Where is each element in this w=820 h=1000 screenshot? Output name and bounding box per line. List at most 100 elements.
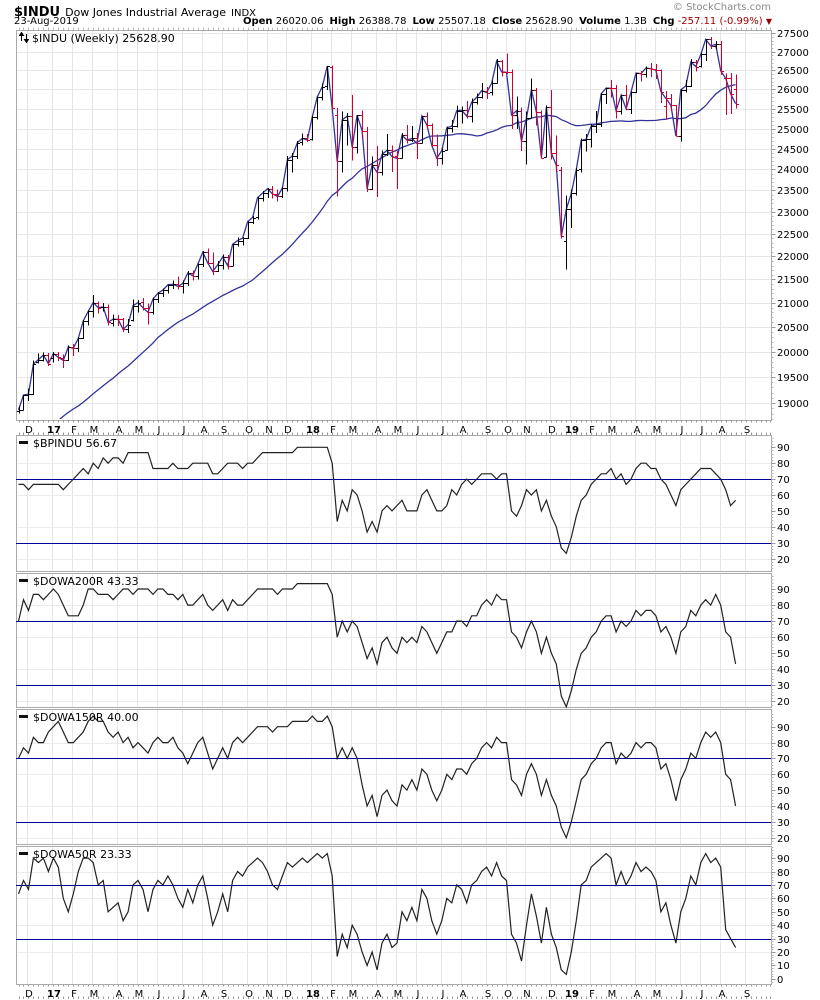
svg-text:30: 30 bbox=[777, 681, 790, 692]
svg-text:20500: 20500 bbox=[777, 323, 809, 334]
svg-text:A: A bbox=[201, 425, 208, 436]
svg-text:M: M bbox=[394, 425, 403, 436]
svg-text:0: 0 bbox=[777, 975, 783, 986]
svg-text:O: O bbox=[504, 425, 512, 436]
svg-text:A: A bbox=[634, 425, 641, 436]
svg-text:D: D bbox=[548, 989, 556, 1000]
price-series bbox=[17, 36, 739, 419]
svg-text:22500: 22500 bbox=[777, 230, 809, 241]
svg-text:M: M bbox=[349, 989, 358, 1000]
svg-text:27500: 27500 bbox=[777, 29, 809, 40]
main-plot-top-ticks bbox=[19, 27, 771, 30]
svg-text:24500: 24500 bbox=[777, 145, 809, 156]
svg-text:19: 19 bbox=[565, 989, 579, 1000]
svg-text:S: S bbox=[744, 989, 750, 1000]
svg-text:M: M bbox=[394, 989, 403, 1000]
main-chart-legend: $INDU (Weekly) 25628.90 bbox=[18, 31, 175, 46]
svg-text:M: M bbox=[135, 425, 144, 436]
svg-text:40: 40 bbox=[777, 665, 790, 676]
svg-text:J: J bbox=[441, 425, 445, 436]
panel-legend-dowa150r: $DOWA150R 40.00 bbox=[19, 711, 139, 724]
indicator-panel-dowa50r: 0 10 20 30 40 50 60 70 80 90 bbox=[16, 846, 790, 986]
indicator-panel-bpindu: 20 30 40 50 60 70 80 90 bbox=[16, 435, 790, 572]
svg-text:S: S bbox=[221, 989, 227, 1000]
svg-text:D: D bbox=[548, 425, 556, 436]
volume-label: Volume bbox=[579, 16, 621, 27]
svg-text:N: N bbox=[523, 425, 530, 436]
indicator-name: $DOWA50R bbox=[33, 848, 97, 861]
chg-label: Chg bbox=[652, 16, 675, 27]
svg-text:N: N bbox=[265, 425, 272, 436]
svg-text:19000: 19000 bbox=[777, 399, 809, 410]
line-swatch-icon bbox=[19, 715, 28, 718]
svg-text:N: N bbox=[265, 989, 272, 1000]
svg-text:D: D bbox=[284, 989, 292, 1000]
svg-text:A: A bbox=[116, 989, 123, 1000]
indicator-panel-dowa150r: 20 30 40 50 60 70 80 90 bbox=[16, 709, 790, 845]
line-swatch-icon bbox=[19, 579, 28, 582]
svg-text:J: J bbox=[700, 989, 704, 1000]
low-value: 25507.18 bbox=[438, 16, 486, 27]
svg-text:80: 80 bbox=[777, 459, 790, 470]
svg-text:17: 17 bbox=[47, 425, 61, 436]
main-price-plot: 19000 19500 20000 20500 21000 21500 22000 22500… bbox=[16, 29, 809, 421]
svg-text:23500: 23500 bbox=[777, 186, 809, 197]
symbol: $INDU bbox=[14, 5, 61, 20]
svg-text:J: J bbox=[680, 425, 684, 436]
date-axis-bottom: D 17 F M A M J J A S O N D 18 F M A M J J A S O N D 19 F M A M J J A S bbox=[19, 984, 771, 1000]
svg-text:60: 60 bbox=[777, 894, 790, 905]
svg-text:23000: 23000 bbox=[777, 208, 809, 219]
svg-text:J: J bbox=[416, 989, 420, 1000]
price-arrows-icon bbox=[18, 31, 30, 46]
svg-text:27000: 27000 bbox=[777, 48, 809, 59]
main-legend-title: $INDU (Weekly) bbox=[32, 32, 119, 45]
svg-text:A: A bbox=[719, 425, 726, 436]
svg-text:20: 20 bbox=[777, 697, 790, 708]
svg-text:40: 40 bbox=[777, 802, 790, 813]
svg-text:D: D bbox=[25, 425, 33, 436]
svg-text:90: 90 bbox=[777, 854, 790, 865]
down-triangle-icon: ▼ bbox=[765, 17, 772, 26]
svg-text:90: 90 bbox=[777, 443, 790, 454]
svg-text:18: 18 bbox=[306, 425, 320, 436]
svg-text:60: 60 bbox=[777, 633, 790, 644]
svg-text:S: S bbox=[485, 989, 491, 1000]
svg-text:50: 50 bbox=[777, 786, 790, 797]
svg-text:21500: 21500 bbox=[777, 275, 809, 286]
svg-text:50: 50 bbox=[777, 649, 790, 660]
indicator-name: $BPINDU bbox=[33, 437, 83, 450]
svg-text:J: J bbox=[182, 425, 186, 436]
chg-value: -257.11 (-0.99%) bbox=[677, 16, 763, 27]
panel-legend-bpindu: $BPINDU 56.67 bbox=[19, 437, 117, 450]
svg-text:J: J bbox=[182, 989, 186, 1000]
svg-text:D: D bbox=[25, 989, 33, 1000]
svg-text:80: 80 bbox=[777, 868, 790, 879]
indicator-value: 23.33 bbox=[100, 848, 132, 861]
svg-text:19: 19 bbox=[565, 425, 579, 436]
indicator-panel-dowa200r: 20 30 40 50 60 70 80 90 bbox=[16, 573, 790, 709]
svg-text:21000: 21000 bbox=[777, 299, 809, 310]
svg-text:A: A bbox=[375, 989, 382, 1000]
svg-text:M: M bbox=[608, 425, 617, 436]
svg-text:J: J bbox=[157, 425, 161, 436]
quote-strip: Open 26020.06 High 26388.78 Low 25507.18 Cl… bbox=[243, 16, 772, 27]
svg-text:20: 20 bbox=[777, 834, 790, 845]
svg-text:90: 90 bbox=[777, 585, 790, 596]
svg-text:J: J bbox=[700, 425, 704, 436]
chart-header: $INDU Dow Jones Industrial Average INDX bbox=[14, 1, 256, 20]
symbol-name: Dow Jones Industrial Average bbox=[65, 6, 227, 19]
svg-text:J: J bbox=[680, 989, 684, 1000]
svg-text:A: A bbox=[719, 989, 726, 1000]
indicator-name: $DOWA200R bbox=[33, 575, 104, 588]
svg-text:25500: 25500 bbox=[777, 105, 809, 116]
stockcharts-copyright-link[interactable]: © StockCharts.com bbox=[672, 2, 771, 13]
svg-text:70: 70 bbox=[777, 754, 790, 765]
svg-text:25000: 25000 bbox=[777, 125, 809, 136]
svg-text:J: J bbox=[157, 989, 161, 1000]
svg-text:F: F bbox=[71, 989, 77, 1000]
svg-text:40: 40 bbox=[777, 921, 790, 932]
svg-text:70: 70 bbox=[777, 881, 790, 892]
indicator-value: 43.33 bbox=[107, 575, 139, 588]
